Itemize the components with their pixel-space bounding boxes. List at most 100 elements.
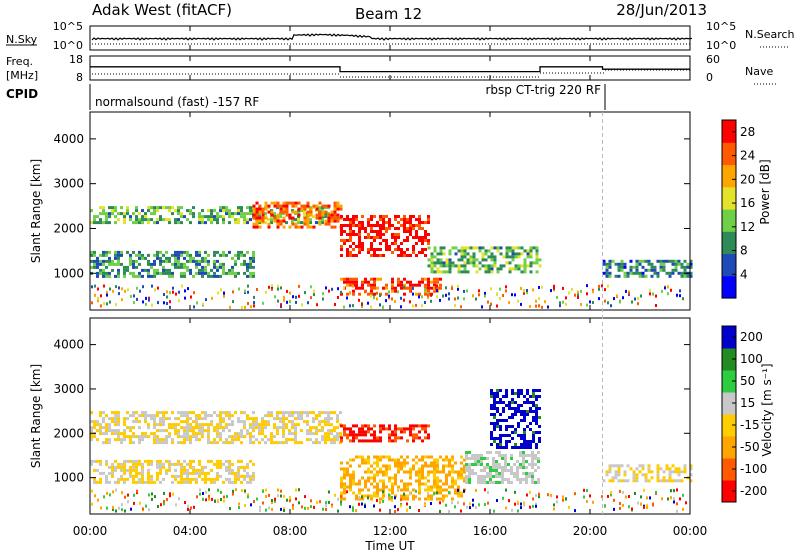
echo-cell	[493, 395, 496, 398]
echo-cell	[361, 224, 364, 227]
echo-cell	[135, 459, 138, 463]
echo-cell	[267, 420, 270, 424]
scatter-cell	[352, 506, 354, 510]
echo-cell	[373, 283, 376, 287]
echo-cell	[531, 463, 534, 466]
echo-cell	[252, 259, 255, 263]
echo-cell	[228, 215, 231, 219]
echo-cell	[496, 267, 500, 271]
echo-cell	[430, 488, 433, 492]
echo-cell	[635, 259, 639, 263]
echo-cell	[484, 270, 488, 274]
scatter-cell	[628, 495, 630, 498]
echo-cell	[192, 212, 195, 216]
echo-cell	[225, 411, 228, 415]
echo-cell	[147, 426, 150, 430]
scatter-cell	[163, 293, 165, 296]
echo-cell	[264, 201, 268, 205]
echo-cell	[204, 414, 207, 418]
echo-cell	[436, 277, 439, 281]
echo-cell	[90, 411, 93, 415]
echo-cell	[90, 429, 93, 433]
echo-cell	[111, 268, 114, 272]
scatter-cell	[463, 489, 465, 493]
echo-cell	[493, 437, 496, 440]
echo-cell	[535, 389, 538, 392]
echo-cell	[520, 410, 523, 413]
echo-cell	[535, 395, 538, 398]
echo-cell	[367, 479, 370, 483]
x-tick-label: 08:00	[273, 524, 308, 538]
echo-cell	[436, 280, 439, 284]
echo-cell	[412, 494, 415, 498]
colorbar-tick-label: 12	[740, 220, 755, 234]
echo-cell	[111, 474, 114, 478]
scatter-cell	[349, 291, 351, 295]
echo-cell	[90, 221, 93, 225]
scatter-cell	[376, 297, 378, 301]
echo-cell	[490, 389, 493, 392]
echo-cell	[114, 414, 117, 418]
echo-cell	[246, 206, 249, 210]
echo-cell	[294, 423, 297, 427]
echo-cell	[531, 451, 534, 454]
scatter-cell	[313, 293, 315, 297]
echo-cell	[150, 218, 153, 222]
colorbar-tick-label: 100	[740, 352, 763, 366]
echo-cell	[273, 201, 277, 205]
echo-cell	[105, 259, 108, 263]
echo-cell	[499, 425, 502, 428]
scatter-cell	[148, 508, 150, 512]
scatter-cell	[112, 289, 114, 293]
echo-cell	[352, 473, 355, 477]
scatter-cell	[280, 494, 282, 498]
echo-cell	[174, 426, 177, 430]
echo-cell	[240, 459, 243, 463]
echo-cell	[147, 274, 150, 278]
scatter-cell	[118, 292, 120, 296]
echo-cell	[370, 230, 373, 233]
echo-cell	[481, 258, 485, 262]
scatter-cell	[331, 287, 333, 291]
echo-cell	[490, 413, 493, 416]
echo-cell	[258, 225, 262, 229]
echo-cell	[415, 283, 418, 287]
echo-cell	[207, 429, 210, 433]
echo-cell	[415, 233, 418, 236]
echo-cell	[315, 207, 319, 211]
echo-cell	[207, 209, 210, 213]
echo-cell	[141, 256, 144, 260]
scatter-cell	[526, 289, 528, 292]
echo-cell	[403, 227, 406, 230]
echo-cell	[535, 258, 539, 262]
scatter-cell	[538, 492, 540, 496]
echo-cell	[457, 485, 460, 489]
echo-cell	[135, 259, 138, 263]
echo-cell	[474, 460, 477, 463]
echo-cell	[361, 439, 364, 443]
echo-cell	[162, 423, 165, 427]
echo-cell	[433, 482, 436, 486]
echo-cell	[427, 215, 430, 218]
echo-cell	[144, 215, 147, 219]
echo-cell	[499, 446, 502, 449]
echo-cell	[532, 392, 535, 395]
echo-cell	[397, 283, 400, 287]
echo-cell	[186, 209, 189, 213]
echo-cell	[120, 462, 123, 466]
echo-cell	[511, 425, 514, 428]
echo-cell	[364, 430, 367, 434]
echo-cell	[409, 470, 412, 474]
echo-cell	[397, 215, 400, 218]
echo-cell	[153, 414, 156, 418]
colorbar-frame	[721, 325, 737, 503]
echo-cell	[379, 458, 382, 462]
echo-cell	[99, 206, 102, 210]
echo-cell	[522, 463, 525, 466]
echo-cell	[138, 218, 141, 222]
echo-cell	[370, 289, 373, 293]
echo-cell	[135, 215, 138, 219]
echo-cell	[117, 432, 120, 436]
echo-cell	[111, 471, 114, 475]
echo-cell	[219, 438, 222, 442]
